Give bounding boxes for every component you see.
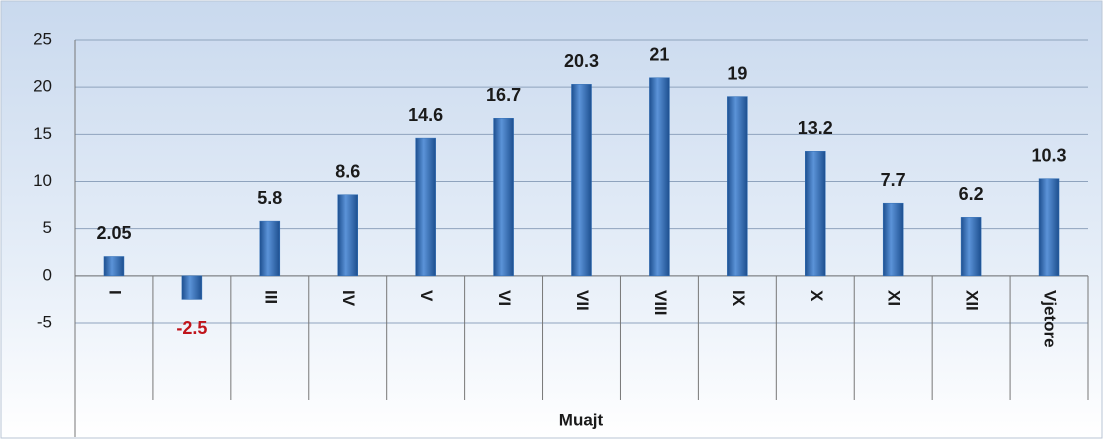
x-tick-label: IX <box>729 290 748 307</box>
value-label: 13.2 <box>798 118 833 138</box>
y-tick-label: -5 <box>37 312 52 331</box>
x-tick-label: I <box>105 290 124 295</box>
value-label: 21 <box>649 44 669 64</box>
bar <box>882 202 904 277</box>
bar <box>415 137 436 277</box>
y-tick-label: 5 <box>43 218 52 237</box>
x-axis-label: Muajt <box>559 410 604 429</box>
bar <box>181 275 203 300</box>
y-tick-label: 15 <box>33 124 52 143</box>
value-label: 5.8 <box>257 188 282 208</box>
bar <box>337 194 358 277</box>
bar <box>727 96 748 277</box>
value-label: 14.6 <box>408 105 443 125</box>
x-tick-label: VI <box>495 290 514 306</box>
x-tick-label: III <box>261 290 280 304</box>
x-tick-label: XI <box>885 290 904 306</box>
x-tick-label: X <box>807 290 826 302</box>
value-label: 7.7 <box>881 170 906 190</box>
bar <box>493 118 514 277</box>
bar <box>103 256 125 277</box>
value-label: 2.05 <box>96 223 131 243</box>
x-tick-label: XII <box>963 290 982 311</box>
bar <box>571 84 592 277</box>
value-label: 6.2 <box>959 184 984 204</box>
x-tick-label: VIII <box>651 290 670 316</box>
x-tick-label: Vjetore <box>1041 290 1060 348</box>
x-tick-label: VII <box>573 290 592 311</box>
value-label: 19 <box>727 63 747 83</box>
value-label: 8.6 <box>335 161 360 181</box>
value-label: 16.7 <box>486 85 521 105</box>
y-tick-label: 0 <box>43 265 52 284</box>
y-tick-label: 20 <box>33 77 52 96</box>
y-tick-label: 10 <box>33 171 52 190</box>
bar <box>805 151 826 277</box>
x-tick-label: IV <box>339 290 358 307</box>
value-label: 20.3 <box>564 51 599 71</box>
bar <box>1038 178 1060 277</box>
bar <box>649 77 670 277</box>
value-label: -2.5 <box>176 318 207 338</box>
bar <box>960 217 982 277</box>
bar <box>259 220 281 277</box>
value-label: 10.3 <box>1032 145 1067 165</box>
y-tick-label: 25 <box>33 29 52 48</box>
x-tick-label: V <box>417 290 436 302</box>
